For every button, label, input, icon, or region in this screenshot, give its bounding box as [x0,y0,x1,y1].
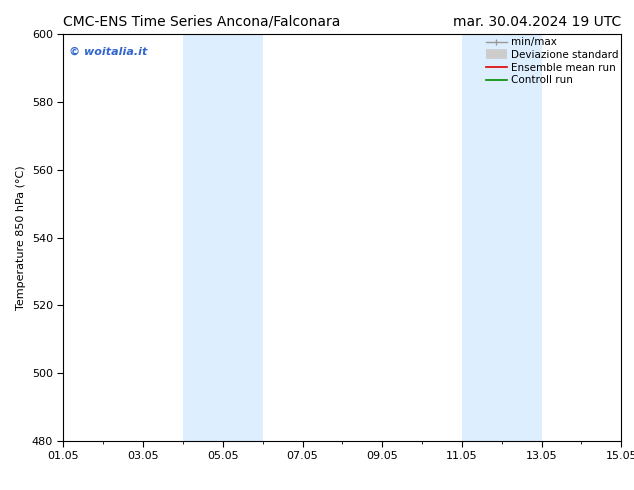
Text: © woitalia.it: © woitalia.it [69,47,147,56]
Text: CMC-ENS Time Series Ancona/Falconara: CMC-ENS Time Series Ancona/Falconara [63,15,341,29]
Bar [462,34,541,441]
Y-axis label: Temperature 850 hPa (°C): Temperature 850 hPa (°C) [16,165,26,310]
Text: mar. 30.04.2024 19 UTC: mar. 30.04.2024 19 UTC [453,15,621,29]
Legend: min/max, Deviazione standard, Ensemble mean run, Controll run: min/max, Deviazione standard, Ensemble m… [486,37,618,85]
Bar [183,34,262,441]
